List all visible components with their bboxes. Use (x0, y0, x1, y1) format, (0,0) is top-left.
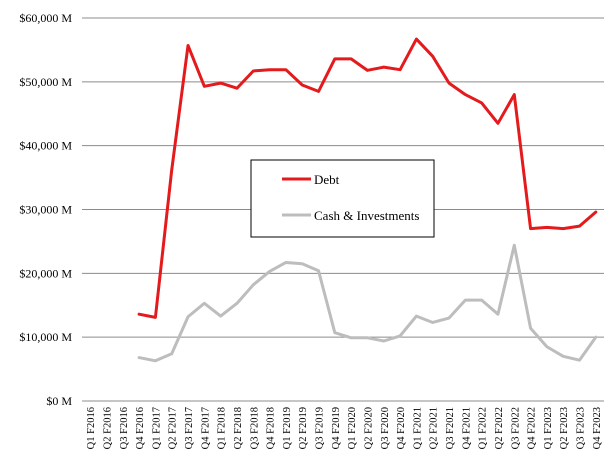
x-tick-label: Q1 F2018 (217, 407, 228, 449)
y-tick-label: $60,000 M (19, 11, 72, 25)
x-axis-ticks: Q1 F2016 Q2 F2016 Q3 F2016 Q4 F2016 Q1 F2017… (86, 407, 603, 449)
x-tick-label: Q1 F2021 (412, 407, 423, 449)
x-tick-label: Q3 F2019 (315, 407, 326, 449)
x-tick-label: Q3 F2017 (184, 407, 195, 449)
x-tick-label: Q4 F2023 (592, 407, 603, 449)
x-tick-label: Q4 F2020 (396, 407, 407, 449)
x-tick-label: Q2 F2021 (429, 407, 440, 449)
y-tick-label: $10,000 M (19, 330, 72, 344)
x-tick-label: Q2 F2019 (298, 407, 309, 449)
x-tick-label: Q1 F2020 (347, 407, 358, 449)
y-tick-label: $0 M (46, 394, 72, 408)
x-tick-label: Q4 F2022 (527, 407, 538, 449)
x-tick-label: Q2 F2017 (168, 407, 179, 449)
x-tick-label: Q3 F2021 (445, 407, 456, 449)
y-tick-label: $30,000 M (19, 203, 72, 217)
x-tick-label: Q4 F2018 (266, 407, 277, 449)
x-tick-label: Q2 F2023 (559, 407, 570, 449)
x-tick-label: Q4 F2016 (135, 407, 146, 449)
y-tick-label: $20,000 M (19, 266, 72, 280)
x-tick-label: Q1 F2022 (478, 407, 489, 449)
x-tick-label: Q2 F2016 (102, 407, 113, 449)
legend-label: Cash & Investments (314, 208, 419, 223)
x-tick-label: Q2 F2020 (363, 407, 374, 449)
x-tick-label: Q4 F2021 (461, 407, 472, 449)
x-tick-label: Q2 F2022 (494, 407, 505, 449)
y-tick-label: $50,000 M (19, 75, 72, 89)
x-tick-label: Q3 F2018 (249, 407, 260, 449)
x-tick-label: Q1 F2016 (86, 407, 97, 449)
x-tick-label: Q3 F2016 (119, 407, 130, 449)
x-tick-label: Q3 F2022 (510, 407, 521, 449)
y-tick-label: $40,000 M (19, 139, 72, 153)
x-tick-label: Q4 F2019 (331, 407, 342, 449)
x-tick-label: Q1 F2017 (151, 407, 162, 449)
series-lines (137, 37, 598, 363)
legend: Debt Cash & Investments (250, 159, 435, 238)
legend-box (250, 159, 435, 238)
x-tick-label: Q4 F2017 (200, 407, 211, 449)
series-line-cash-investments (137, 243, 598, 363)
x-tick-label: Q1 F2023 (543, 407, 554, 449)
x-tick-label: Q3 F2020 (380, 407, 391, 449)
x-tick-label: Q2 F2018 (233, 407, 244, 449)
legend-label: Debt (314, 172, 340, 187)
x-tick-label: Q3 F2023 (576, 407, 587, 449)
y-axis-ticks: $0 M $10,000 M $20,000 M $30,000 M $40,000 M… (19, 11, 72, 408)
x-tick-label: Q1 F2019 (282, 407, 293, 449)
